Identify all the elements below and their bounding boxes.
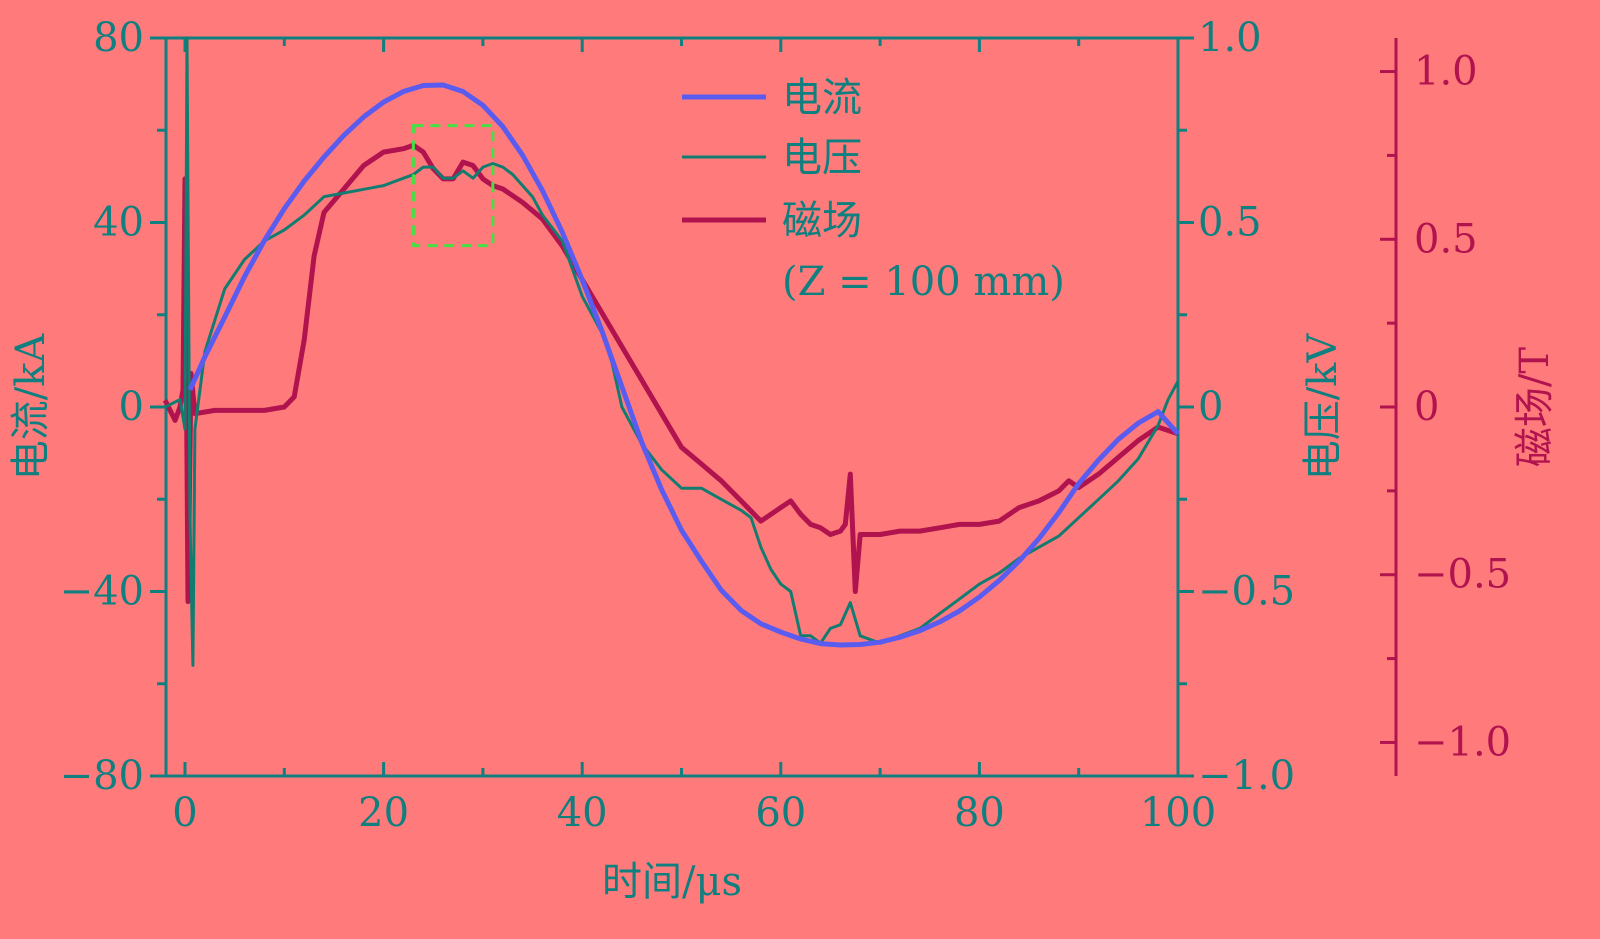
y-axis-title-current: 电流/kA [8, 333, 54, 481]
series-layer [162, 36, 1180, 667]
y-tick-label-current: 80 [93, 15, 144, 61]
legend: 电流 电压 磁场 (Z = 100 mm) [682, 75, 1065, 305]
x-tick-label: 60 [755, 790, 806, 836]
annotations [411, 124, 495, 248]
y-axis-title-magnetic: 磁场/T [1512, 347, 1558, 467]
series-line-magnetic [162, 142, 1179, 605]
y-tick-label-magnetic: −1.0 [1414, 719, 1511, 765]
series-line-voltage [164, 36, 1180, 667]
y-tick-label-voltage: −0.5 [1198, 569, 1295, 615]
y-tick-label-magnetic: 0.5 [1414, 216, 1478, 262]
y-tick-label-voltage: 0.5 [1198, 200, 1262, 246]
x-tick-label: 100 [1140, 790, 1216, 836]
y-tick-label-voltage: −1.0 [1198, 753, 1295, 799]
roi-dashed-box [411, 124, 495, 248]
y-tick-label-current: −40 [60, 569, 144, 615]
x-tick-label: 0 [172, 790, 197, 836]
y-axis-title-voltage: 电压/kV [1300, 333, 1346, 481]
y-tick-label-magnetic: −0.5 [1414, 552, 1511, 598]
series-line-current [187, 82, 1180, 648]
y-tick-label-voltage: 0 [1198, 384, 1223, 430]
legend-label-current: 电流 [782, 75, 862, 121]
plot-frame [164, 36, 1180, 778]
x-axis-title: 时间/μs [602, 859, 742, 905]
legend-label-magnetic: 磁场 [782, 198, 862, 244]
y-tick-label-current: 0 [119, 384, 144, 430]
x-tick-label: 20 [358, 790, 409, 836]
y-tick-label-magnetic: 0 [1414, 384, 1439, 430]
y-tick-label-voltage: 1.0 [1198, 15, 1262, 61]
legend-note: (Z = 100 mm) [782, 259, 1065, 305]
tick-marks [150, 36, 1194, 778]
plot-area-border [164, 36, 1180, 778]
tick-labels: 0 20 40 60 80 100 −80 −40 0 40 80 −1.0 −0.5 0 0.5 1.0 [60, 15, 1296, 836]
y-tick-label-current: 40 [93, 200, 144, 246]
y-tick-label-magnetic: 1.0 [1414, 49, 1478, 95]
x-tick-label: 40 [557, 790, 608, 836]
magnetic-axis: −1.0 −0.5 0 0.5 1.0 [1380, 38, 1511, 776]
y-tick-label-current: −80 [60, 753, 144, 799]
x-tick-label: 80 [954, 790, 1005, 836]
legend-label-voltage: 电压 [782, 135, 862, 181]
